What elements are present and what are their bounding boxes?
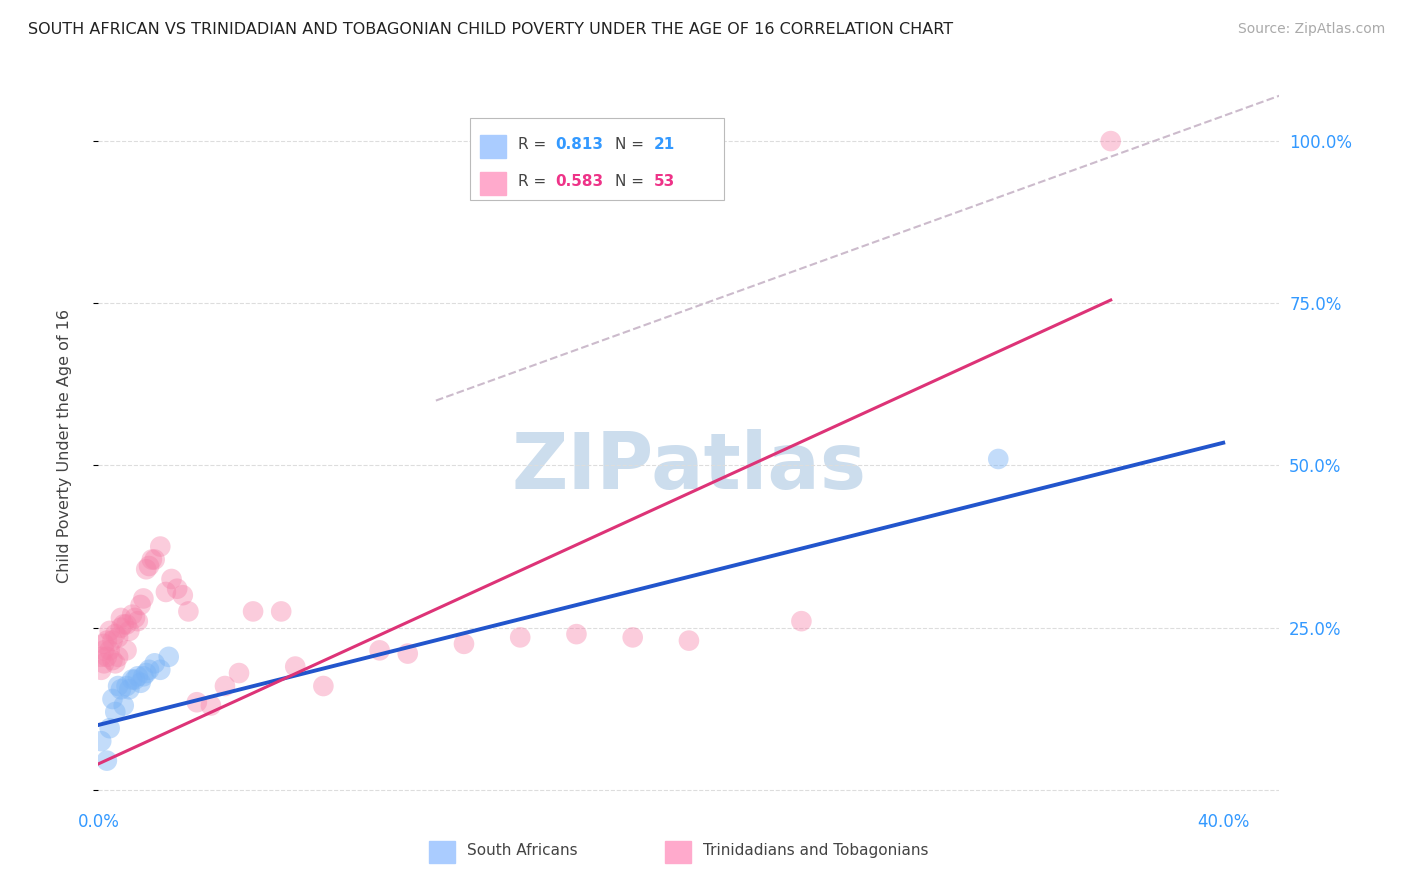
FancyBboxPatch shape	[665, 840, 692, 863]
Text: R =: R =	[517, 137, 551, 153]
Point	[242, 604, 264, 618]
Point	[368, 643, 391, 657]
Point	[284, 659, 307, 673]
Point	[160, 572, 183, 586]
Point	[93, 643, 115, 657]
Point	[104, 657, 127, 671]
Text: Source: ZipAtlas.com: Source: ZipAtlas.com	[1237, 22, 1385, 37]
Point	[96, 754, 118, 768]
Text: ZIPatlas: ZIPatlas	[512, 429, 866, 506]
Point	[110, 682, 132, 697]
Point	[138, 663, 160, 677]
Point	[90, 649, 112, 664]
Point	[121, 607, 143, 622]
Point	[101, 633, 124, 648]
Point	[270, 604, 292, 618]
Point	[112, 617, 135, 632]
Point	[96, 649, 118, 664]
Point	[124, 611, 146, 625]
Point	[790, 614, 813, 628]
Y-axis label: Child Poverty Under the Age of 16: Child Poverty Under the Age of 16	[58, 309, 72, 583]
Text: 21: 21	[654, 137, 675, 153]
Point	[135, 666, 157, 681]
Point	[98, 721, 121, 735]
Text: Trinidadians and Tobagonians: Trinidadians and Tobagonians	[703, 843, 928, 858]
Point	[678, 633, 700, 648]
Point	[93, 637, 115, 651]
Point	[110, 621, 132, 635]
Point	[200, 698, 222, 713]
Point	[143, 552, 166, 566]
Point	[98, 624, 121, 638]
Point	[228, 666, 250, 681]
Point	[110, 611, 132, 625]
Point	[129, 598, 152, 612]
Point	[565, 627, 588, 641]
Point	[127, 614, 149, 628]
FancyBboxPatch shape	[479, 172, 506, 194]
Point	[149, 663, 172, 677]
Point	[141, 552, 163, 566]
Point	[312, 679, 335, 693]
Text: South Africans: South Africans	[467, 843, 578, 858]
Point	[166, 582, 188, 596]
Point	[115, 617, 138, 632]
Point	[107, 649, 129, 664]
Point	[98, 643, 121, 657]
Point	[101, 653, 124, 667]
Point	[124, 673, 146, 687]
Point	[121, 673, 143, 687]
Point	[396, 647, 419, 661]
Point	[118, 682, 141, 697]
Point	[90, 734, 112, 748]
Point	[149, 540, 172, 554]
Point	[129, 675, 152, 690]
Point	[621, 631, 644, 645]
Point	[453, 637, 475, 651]
Text: N =: N =	[614, 137, 648, 153]
Text: N =: N =	[614, 174, 648, 189]
Point	[93, 657, 115, 671]
Point	[96, 633, 118, 648]
Point	[101, 692, 124, 706]
Point	[132, 591, 155, 606]
FancyBboxPatch shape	[471, 118, 724, 200]
Text: 53: 53	[654, 174, 675, 189]
Point	[214, 679, 236, 693]
Point	[107, 679, 129, 693]
Point	[1099, 134, 1122, 148]
Point	[115, 643, 138, 657]
Text: 0.813: 0.813	[555, 137, 603, 153]
Point	[155, 585, 177, 599]
Point	[177, 604, 200, 618]
Point	[157, 649, 180, 664]
Point	[138, 559, 160, 574]
Text: 0.583: 0.583	[555, 174, 603, 189]
Point	[143, 657, 166, 671]
Point	[115, 679, 138, 693]
Point	[509, 631, 531, 645]
Point	[107, 631, 129, 645]
Point	[104, 705, 127, 719]
Point	[112, 698, 135, 713]
Point	[987, 452, 1010, 467]
Point	[132, 669, 155, 683]
Point	[90, 663, 112, 677]
Point	[135, 562, 157, 576]
Point	[172, 588, 194, 602]
Point	[118, 624, 141, 638]
Point	[127, 669, 149, 683]
Text: R =: R =	[517, 174, 551, 189]
FancyBboxPatch shape	[479, 135, 506, 158]
Text: SOUTH AFRICAN VS TRINIDADIAN AND TOBAGONIAN CHILD POVERTY UNDER THE AGE OF 16 CO: SOUTH AFRICAN VS TRINIDADIAN AND TOBAGON…	[28, 22, 953, 37]
FancyBboxPatch shape	[429, 840, 456, 863]
Point	[104, 627, 127, 641]
Point	[186, 695, 208, 709]
